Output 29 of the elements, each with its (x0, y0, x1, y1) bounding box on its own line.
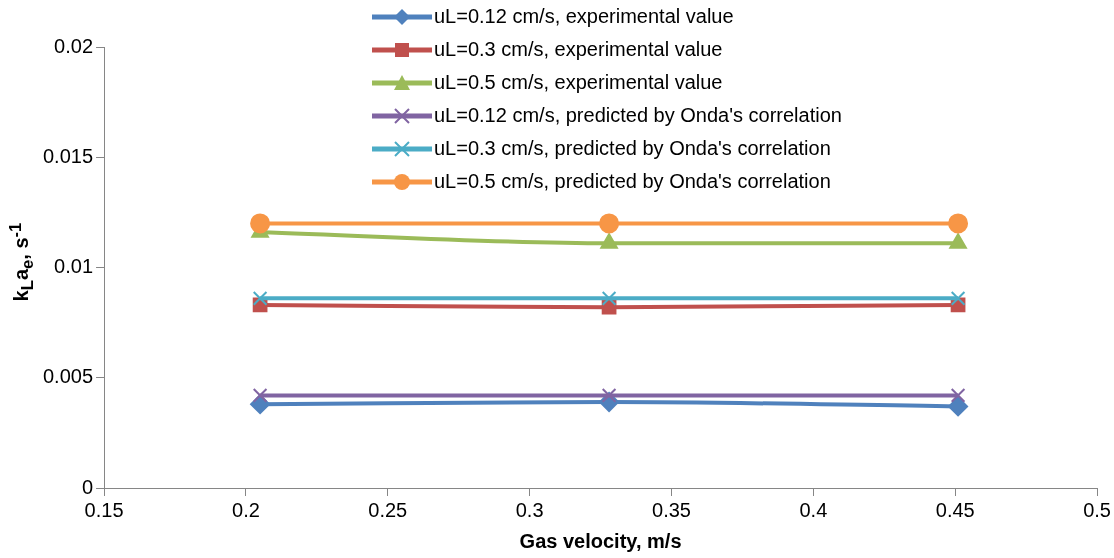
y-tick-label: 0.005 (42, 365, 94, 388)
point (950, 388, 966, 403)
point (599, 213, 620, 234)
legend-label: uL=0.12 cm/s, experimental value (434, 4, 734, 29)
x-tick-label: 0.5 (1083, 498, 1111, 521)
x-tick-label: 0.25 (368, 498, 408, 521)
point (252, 388, 268, 403)
point (250, 213, 271, 234)
point (948, 396, 969, 417)
y-tick-label: 0.02 (54, 34, 94, 57)
x-tick-label: 0.35 (652, 498, 691, 521)
x-tick-label: 0.4 (799, 498, 828, 521)
y-tick-label: 0 (81, 475, 94, 498)
legend-label: uL=0.5 cm/s, experimental value (434, 70, 723, 95)
point (950, 291, 966, 306)
legend-label: uL=0.12 cm/s, predicted by Onda's correlation (434, 103, 842, 128)
legend-label: uL=0.3 cm/s, predicted by Onda's correlation (434, 136, 831, 161)
point (601, 291, 617, 306)
y-tick-label: 0.015 (42, 144, 94, 167)
x-tick-label: 0.3 (515, 498, 544, 521)
point (948, 213, 969, 234)
point (252, 291, 268, 306)
x-tick-label: 0.15 (84, 498, 124, 521)
x-tick-label: 0.2 (232, 498, 260, 521)
legend-label: uL=0.5 cm/s, predicted by Onda's correlation (434, 169, 831, 194)
x-axis-title: Gas velocity, m/s (519, 529, 682, 552)
x-tick-label: 0.45 (935, 498, 975, 521)
legend-label: uL=0.3 cm/s, experimental value (434, 37, 723, 62)
y-tick-label: 0.01 (54, 255, 94, 278)
